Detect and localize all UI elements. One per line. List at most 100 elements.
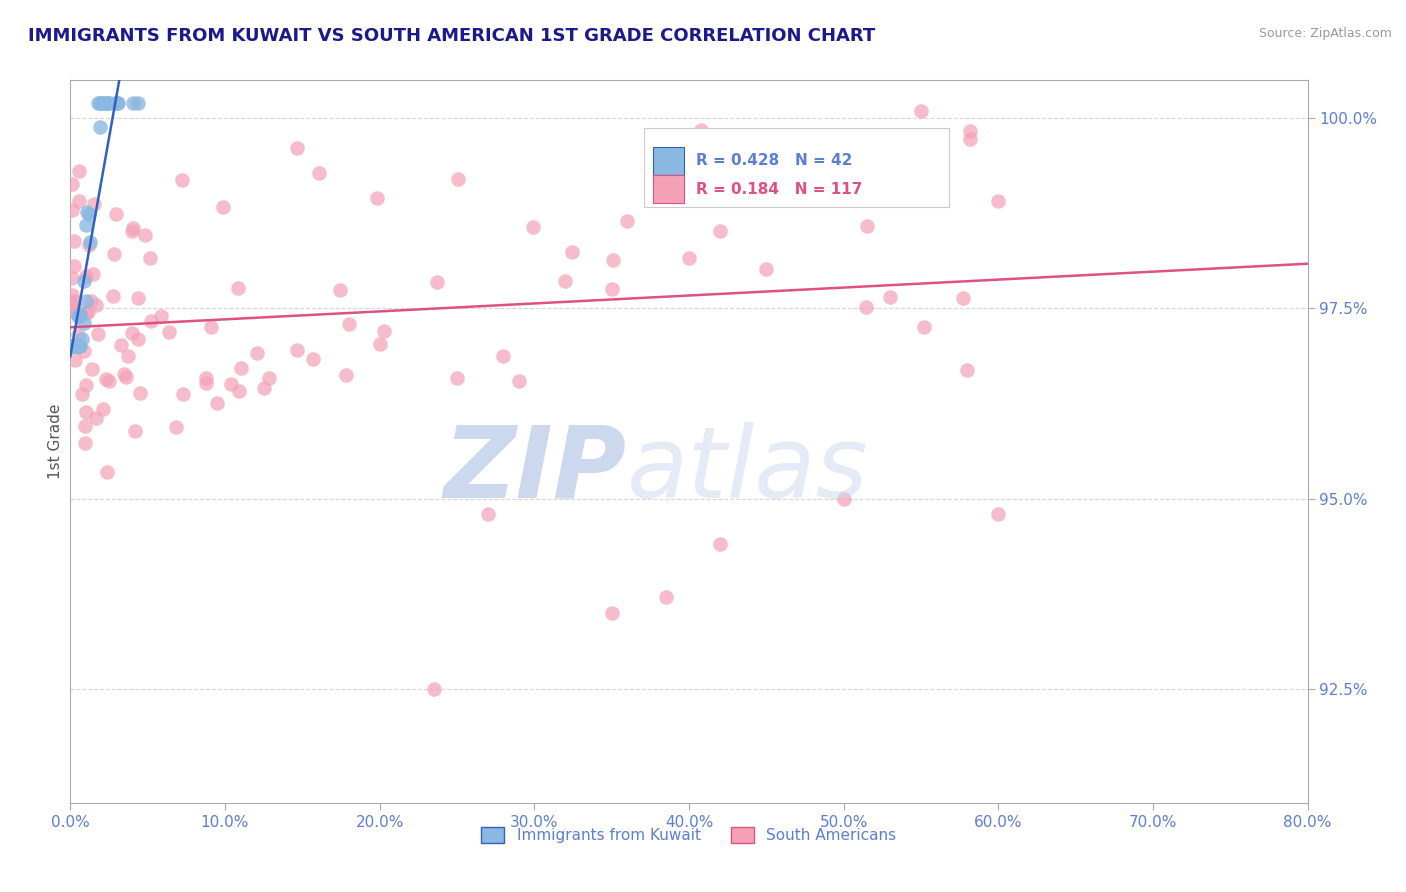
Point <box>709 223 731 237</box>
Point <box>60 339 83 353</box>
Point <box>172 387 194 401</box>
Point <box>287 343 309 357</box>
Point <box>69 307 91 321</box>
Point <box>60 271 83 285</box>
Point <box>67 339 90 353</box>
Point <box>157 325 180 339</box>
Point <box>105 96 128 111</box>
FancyBboxPatch shape <box>644 128 949 207</box>
Point <box>93 402 115 417</box>
Point <box>329 284 352 298</box>
Point <box>447 171 470 186</box>
Point <box>63 303 86 318</box>
Point <box>67 310 90 324</box>
Point <box>492 349 515 363</box>
Point <box>73 419 96 434</box>
Point <box>127 332 149 346</box>
Point <box>70 332 93 346</box>
Point <box>366 191 388 205</box>
Point <box>67 327 90 342</box>
Text: R = 0.428   N = 42: R = 0.428 N = 42 <box>696 153 852 169</box>
Point <box>65 339 87 353</box>
Point <box>373 325 395 339</box>
Text: R = 0.184   N = 117: R = 0.184 N = 117 <box>696 182 862 197</box>
Point <box>77 207 100 221</box>
Point <box>879 289 901 303</box>
Point <box>602 252 624 267</box>
Point <box>103 288 125 302</box>
Point <box>959 123 981 137</box>
Point <box>75 436 97 450</box>
Point <box>104 96 127 111</box>
Point <box>195 371 218 385</box>
Point <box>96 466 118 480</box>
Bar <box>654 147 683 175</box>
Point <box>90 96 112 111</box>
Point <box>75 219 97 233</box>
Point <box>121 223 143 237</box>
Point <box>987 507 1010 521</box>
Point <box>200 320 222 334</box>
Point <box>60 202 83 217</box>
Point <box>522 219 544 234</box>
Point <box>952 291 974 305</box>
Point <box>84 410 107 425</box>
Point <box>124 424 146 438</box>
Point <box>194 376 217 391</box>
Point <box>72 343 94 358</box>
Point <box>60 339 83 353</box>
Y-axis label: 1st Grade: 1st Grade <box>48 404 63 479</box>
Point <box>285 140 308 154</box>
Point <box>165 419 187 434</box>
Text: ZIP: ZIP <box>444 422 627 519</box>
Point <box>62 259 84 273</box>
Point <box>79 238 101 252</box>
Point <box>730 152 752 166</box>
Point <box>60 297 83 311</box>
Point <box>423 681 446 696</box>
Point <box>69 339 91 353</box>
Point <box>103 247 125 261</box>
Point <box>335 368 357 382</box>
Bar <box>654 176 683 203</box>
Point <box>80 294 103 309</box>
Point <box>84 298 107 312</box>
Point <box>832 491 855 506</box>
Point <box>75 306 97 320</box>
Point <box>94 372 117 386</box>
Point <box>655 591 678 605</box>
Point <box>207 396 229 410</box>
Point <box>229 360 252 375</box>
Point <box>104 207 127 221</box>
Point <box>302 352 325 367</box>
Point <box>689 123 711 137</box>
Point <box>426 276 449 290</box>
Point <box>246 345 269 359</box>
Point <box>76 204 98 219</box>
Point <box>910 103 932 118</box>
Point <box>959 132 981 146</box>
Point <box>63 352 86 367</box>
Point <box>63 339 86 353</box>
Point <box>134 227 156 242</box>
Point <box>105 96 128 111</box>
Point <box>127 292 149 306</box>
Point <box>122 96 145 111</box>
Point <box>82 267 104 281</box>
Legend: Immigrants from Kuwait, South Americans: Immigrants from Kuwait, South Americans <box>475 822 903 849</box>
Point <box>63 293 86 308</box>
Point <box>122 221 145 235</box>
Point <box>67 194 90 209</box>
Point <box>783 169 806 184</box>
Point <box>709 537 731 551</box>
Point <box>75 293 97 308</box>
Point <box>117 349 139 363</box>
Point <box>832 192 855 206</box>
Point <box>66 339 89 353</box>
Point <box>368 337 391 351</box>
Point <box>643 185 665 199</box>
Point <box>446 371 468 385</box>
Point <box>94 96 117 111</box>
Point <box>63 339 86 353</box>
Point <box>60 288 83 302</box>
